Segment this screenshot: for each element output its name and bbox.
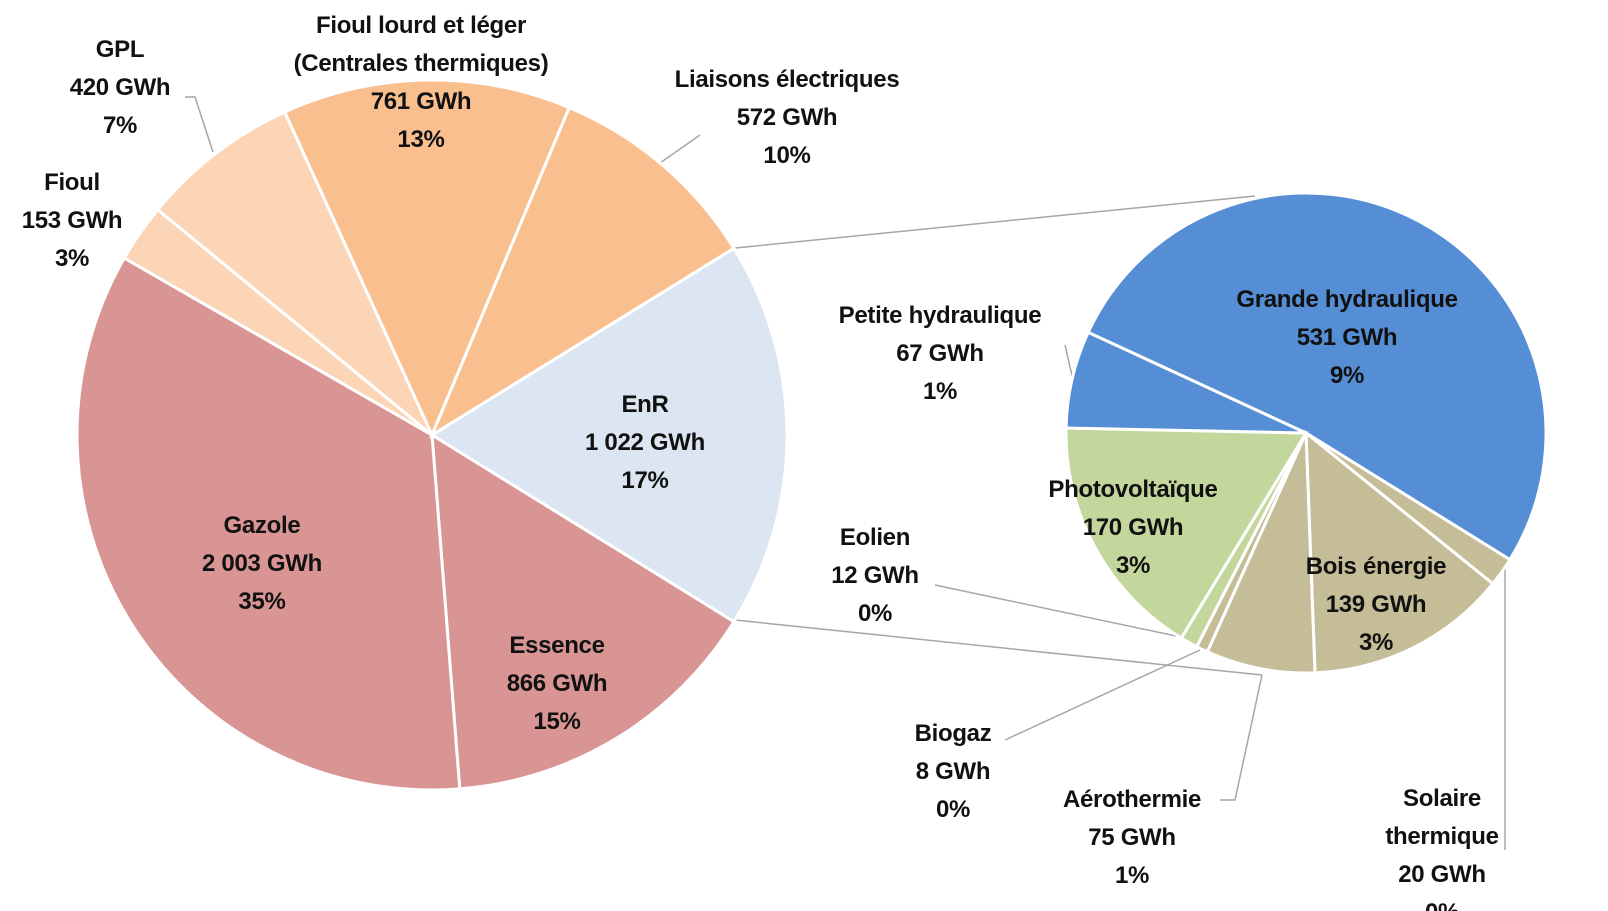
slice-value: 67 GWh [896, 340, 984, 367]
slice-name: Photovoltaïque [1048, 476, 1218, 503]
slice-value: 420 GWh [69, 74, 171, 101]
slice-value: 153 GWh [21, 207, 123, 234]
slice-percent: 0% [1359, 894, 1525, 911]
pie-slice [430, 432, 736, 791]
slice-percent: 9% [1329, 362, 1365, 389]
slice-name: Fioul lourd et léger (Centrales thermiqu… [293, 12, 549, 77]
slice-percent: 7% [102, 112, 138, 139]
slice-percent: 1% [922, 378, 958, 405]
slice-value: 139 GWh [1325, 591, 1427, 618]
slice-name: Solaire thermique [1385, 785, 1499, 850]
leader-line [1004, 649, 1201, 741]
slice-percent: 3% [1115, 552, 1151, 579]
connector-line [734, 619, 1263, 676]
leader-line [185, 96, 214, 153]
slice-value: 866 GWh [506, 670, 608, 697]
slice-value: 8 GWh [915, 758, 991, 785]
slice-name: GPL [95, 36, 145, 63]
pie-slice [1086, 191, 1548, 562]
leader-line [1064, 344, 1074, 381]
slice-percent: 17% [621, 467, 669, 494]
slice-label: Photovoltaïque 170 GWh 3% [1048, 471, 1217, 585]
leader-line [659, 134, 701, 164]
slice-label: Grande hydraulique 531 GWh 9% [1236, 281, 1458, 395]
slice-label: Aérothermie 75 GWh 1% [1063, 781, 1201, 895]
slice-percent: 0% [857, 600, 893, 627]
slice-value: 170 GWh [1082, 514, 1184, 541]
leader-line [1220, 674, 1263, 801]
slice-name: Biogaz [914, 720, 992, 747]
slice-value: 12 GWh [831, 562, 919, 589]
slice-label: Fioul 153 GWh 3% [22, 164, 123, 278]
slice-name: Aérothermie [1062, 786, 1202, 813]
slice-label: GPL 420 GWh 7% [70, 31, 171, 145]
slice-name: Bois énergie [1305, 553, 1447, 580]
slice-percent: 3% [1358, 629, 1394, 656]
slice-percent: 0% [935, 796, 971, 823]
connectors [185, 96, 1506, 850]
slice-value: 20 GWh [1398, 861, 1486, 888]
pie-slice [429, 246, 789, 624]
slice-label: Liaisons électriques 572 GWh 10% [675, 61, 900, 175]
slice-label: Fioul lourd et léger (Centrales thermiqu… [294, 7, 549, 159]
slice-percent: 10% [763, 142, 811, 169]
slice-name: Fioul [44, 169, 100, 196]
slice-name: Gazole [223, 512, 301, 539]
slice-label: Petite hydraulique 67 GWh 1% [839, 297, 1042, 411]
slice-name: Petite hydraulique [838, 302, 1042, 329]
pie-slice [1205, 432, 1317, 675]
slice-label: Bois énergie 139 GWh 3% [1305, 548, 1447, 662]
slice-percent: 13% [397, 126, 445, 153]
slice-percent: 35% [238, 588, 286, 615]
pie-slice [428, 105, 736, 439]
slice-name: Grande hydraulique [1236, 286, 1458, 313]
slice-percent: 15% [533, 708, 581, 735]
pie-slice [1064, 330, 1307, 435]
pie-slice [1304, 429, 1495, 675]
slice-name: EnR [621, 391, 669, 418]
slice-value: 2 003 GWh [201, 550, 323, 577]
slice-label: EnR 1 022 GWh 17% [585, 386, 705, 500]
pie-slice [1064, 426, 1309, 641]
slice-label: Essence 866 GWh 15% [507, 627, 608, 741]
pie-slice [75, 255, 462, 792]
slice-name: Essence [509, 632, 605, 659]
leader-line [934, 584, 1196, 641]
pie-slice [155, 110, 434, 437]
slice-name: Eolien [839, 524, 911, 551]
slice-name: Liaisons électriques [674, 66, 900, 93]
slice-label: Solaire thermique 20 GWh 0% [1359, 780, 1525, 911]
slice-value: 531 GWh [1296, 324, 1398, 351]
slice-label: Biogaz 8 GWh 0% [915, 715, 992, 829]
slice-value: 572 GWh [736, 104, 838, 131]
slice-value: 1 022 GWh [584, 429, 706, 456]
connector-line [734, 195, 1256, 249]
slice-percent: 3% [54, 245, 90, 272]
slice-label: Gazole 2 003 GWh 35% [202, 507, 322, 621]
slice-percent: 1% [1114, 862, 1150, 889]
slice-value: 75 GWh [1088, 824, 1176, 851]
slice-label: Eolien 12 GWh 0% [831, 519, 919, 633]
pie-slice [282, 78, 572, 439]
slice-value: 761 GWh [370, 88, 472, 115]
